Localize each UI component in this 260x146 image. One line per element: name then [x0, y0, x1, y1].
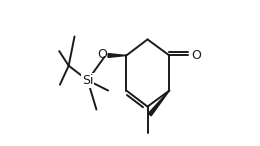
Text: O: O: [191, 49, 201, 62]
Polygon shape: [108, 54, 126, 57]
Polygon shape: [148, 91, 170, 116]
Text: Si: Si: [82, 74, 93, 87]
Text: O: O: [98, 48, 107, 61]
